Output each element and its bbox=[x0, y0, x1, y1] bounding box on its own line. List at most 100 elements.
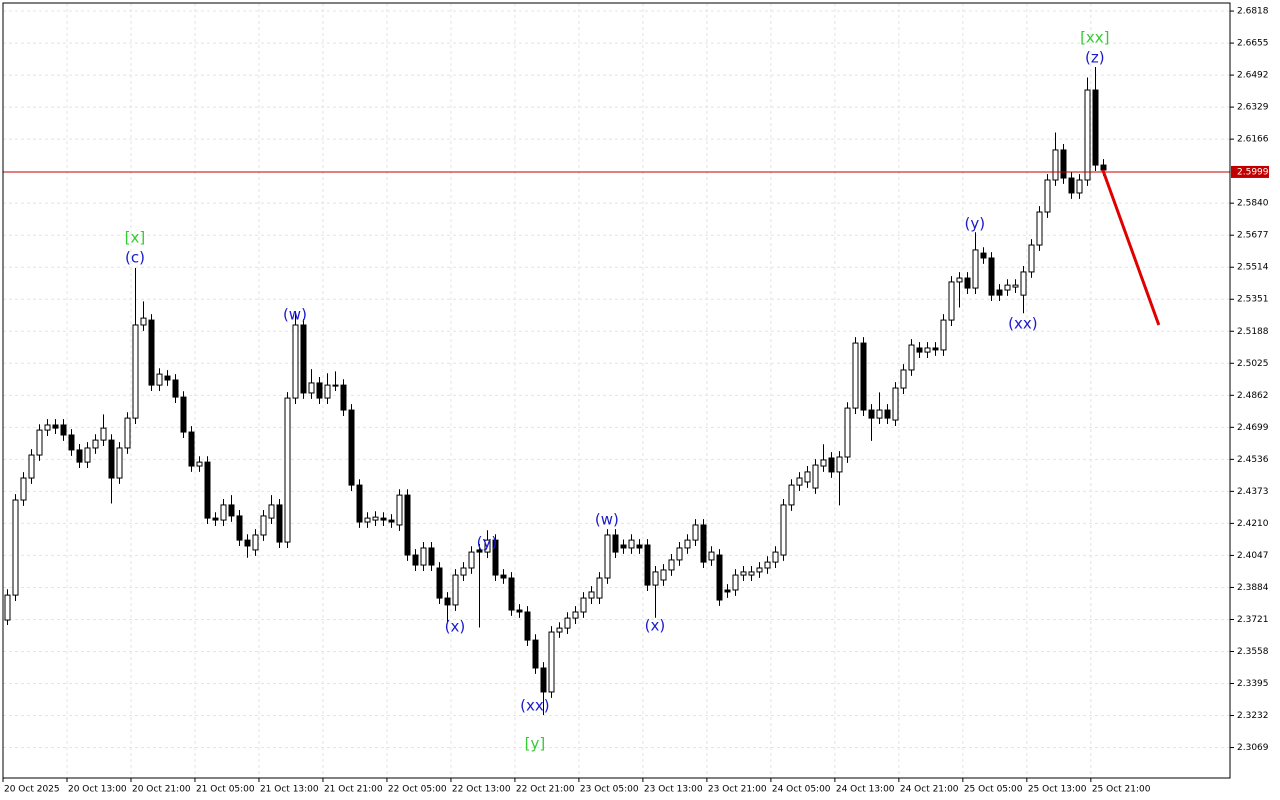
forecast-line bbox=[1101, 169, 1161, 326]
bull-candle-body bbox=[28, 454, 35, 479]
bear-candle-body bbox=[644, 544, 651, 586]
wave-label: (z) bbox=[1085, 49, 1105, 67]
bull-candle-body bbox=[36, 429, 43, 456]
bear-candle-body bbox=[612, 534, 619, 553]
bull-candle-body bbox=[1076, 179, 1083, 194]
x-tick-label: 22 Oct 21:00 bbox=[516, 785, 575, 795]
bull-candle-body bbox=[596, 577, 603, 599]
bear-candle-body bbox=[236, 515, 243, 541]
bear-candle-body bbox=[996, 289, 1003, 296]
bull-candle-body bbox=[684, 539, 691, 549]
candles bbox=[4, 67, 1107, 715]
x-tick-label: 25 Oct 21:00 bbox=[1092, 785, 1151, 795]
bear-candle-body bbox=[316, 382, 323, 399]
bear-candle-body bbox=[204, 461, 211, 519]
bull-candle-body bbox=[1052, 149, 1059, 181]
bear-candle-body bbox=[620, 544, 627, 549]
bull-candle-body bbox=[420, 547, 427, 566]
bull-candle-body bbox=[124, 417, 131, 449]
bull-candle-body bbox=[572, 611, 579, 619]
bear-candle-body bbox=[76, 449, 83, 463]
bear-candle-body bbox=[436, 567, 443, 599]
bear-candle-body bbox=[932, 347, 939, 351]
x-tick-label: 20 Oct 2025 bbox=[4, 785, 60, 795]
bull-candle-body bbox=[1044, 179, 1051, 213]
bear-candle-body bbox=[188, 431, 195, 467]
bear-candle-body bbox=[860, 342, 867, 411]
bull-candle-body bbox=[484, 539, 491, 553]
bull-candle-body bbox=[756, 567, 763, 573]
bear-candle-body bbox=[492, 539, 499, 576]
bull-candle-body bbox=[940, 319, 947, 351]
bear-candle-body bbox=[52, 424, 59, 429]
y-tick-label: 2.3232 bbox=[1237, 711, 1269, 721]
bear-candle-body bbox=[636, 544, 643, 549]
bear-candle-body bbox=[1068, 177, 1075, 194]
bull-candle-body bbox=[604, 534, 611, 579]
current-price-box bbox=[1231, 165, 1269, 178]
y-tick-label: 2.4210 bbox=[1237, 519, 1269, 529]
bull-candle-body bbox=[556, 627, 563, 633]
bear-candle-body bbox=[404, 494, 411, 556]
bear-candle-body bbox=[148, 319, 155, 386]
bull-candle-body bbox=[84, 447, 91, 463]
bull-candle-body bbox=[100, 427, 107, 441]
bear-candle-body bbox=[916, 347, 923, 353]
x-tick-label: 24 Oct 13:00 bbox=[836, 785, 895, 795]
bull-candle-body bbox=[20, 477, 27, 501]
y-tick-label: 2.3884 bbox=[1237, 583, 1269, 593]
y-tick-label: 2.5840 bbox=[1237, 199, 1269, 209]
y-tick-label: 2.3558 bbox=[1237, 647, 1269, 657]
bear-candle-body bbox=[244, 539, 251, 547]
x-tick-label: 20 Oct 21:00 bbox=[132, 785, 191, 795]
bear-candle-body bbox=[108, 439, 115, 479]
bull-candle-body bbox=[820, 459, 827, 467]
y-tick-label: 2.6329 bbox=[1237, 103, 1269, 113]
bull-candle-body bbox=[372, 516, 379, 521]
x-tick-label: 23 Oct 21:00 bbox=[708, 785, 767, 795]
bear-candle-body bbox=[172, 379, 179, 398]
bull-candle-body bbox=[692, 524, 699, 541]
bull-candle-body bbox=[308, 382, 315, 394]
bull-candle-body bbox=[836, 456, 843, 473]
bull-candle-body bbox=[468, 551, 475, 569]
bear-candle-body bbox=[1060, 149, 1067, 179]
bull-candle-body bbox=[156, 373, 163, 386]
plot-frame bbox=[2, 2, 1231, 779]
bull-candle-body bbox=[796, 477, 803, 486]
x-tick-label: 21 Oct 21:00 bbox=[324, 785, 383, 795]
bull-candle-body bbox=[788, 484, 795, 506]
y-tick-label: 2.5188 bbox=[1237, 327, 1269, 337]
bear-candle-body bbox=[300, 324, 307, 394]
bear-candle-body bbox=[868, 409, 875, 419]
y-tick-label: 2.6655 bbox=[1237, 39, 1269, 49]
bull-candle-body bbox=[1028, 244, 1035, 273]
bear-candle-body bbox=[724, 589, 731, 593]
bull-candle-body bbox=[588, 591, 595, 599]
wave-label: [x] bbox=[125, 228, 146, 246]
wave-label: (x) bbox=[445, 617, 466, 635]
bear-candle-body bbox=[540, 667, 547, 693]
bull-candle-body bbox=[1004, 284, 1011, 291]
y-tick-label: 2.4536 bbox=[1237, 455, 1269, 465]
wave-label: (c) bbox=[125, 248, 145, 266]
x-tick-label: 23 Oct 05:00 bbox=[580, 785, 639, 795]
y-tick-label: 2.6166 bbox=[1237, 135, 1269, 145]
wave-label: [y] bbox=[525, 735, 546, 753]
y-tick-label: 2.4373 bbox=[1237, 487, 1269, 497]
bear-candle-body bbox=[700, 524, 707, 563]
bull-candle-body bbox=[196, 461, 203, 467]
y-tick-label: 2.4047 bbox=[1237, 551, 1269, 561]
x-tick-label: 24 Oct 05:00 bbox=[772, 785, 831, 795]
bull-candle-body bbox=[852, 342, 859, 409]
bull-candle-body bbox=[140, 317, 147, 326]
bull-candle-body bbox=[876, 409, 883, 419]
bull-candle-body bbox=[956, 277, 963, 283]
bull-candle-body bbox=[332, 384, 339, 387]
bull-candle-body bbox=[364, 517, 371, 523]
x-tick-label: 22 Oct 13:00 bbox=[452, 785, 511, 795]
bear-candle-body bbox=[988, 257, 995, 296]
bull-candle-body bbox=[652, 571, 659, 586]
bull-candle-body bbox=[260, 515, 267, 536]
